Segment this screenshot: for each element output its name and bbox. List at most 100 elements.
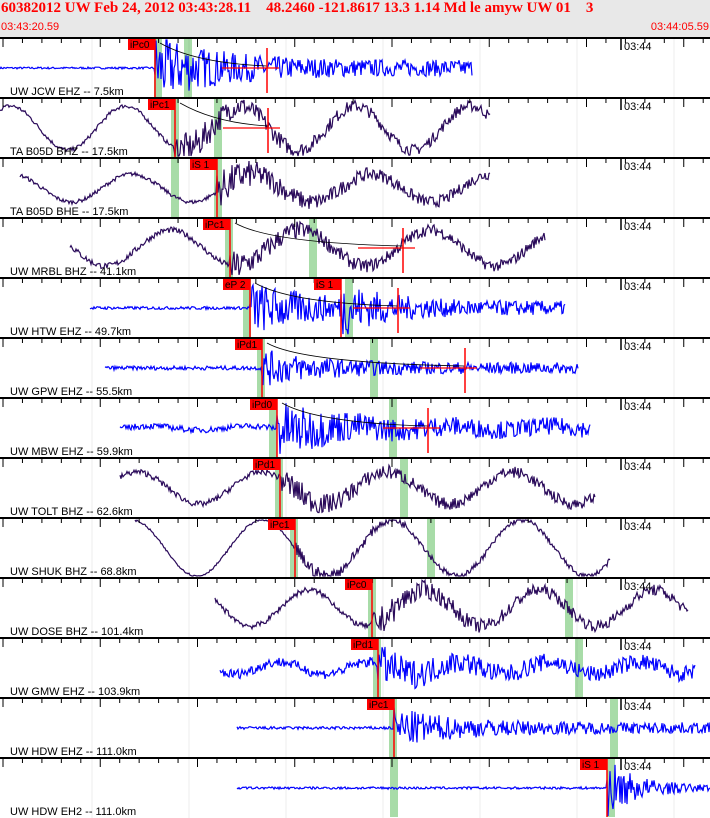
station-label: UW GMW EHZ -- 103.9km — [10, 686, 140, 698]
pick-label-box — [250, 399, 277, 410]
pick-label: iPc0 — [347, 580, 367, 591]
phase-pick[interactable]: iS 1 — [314, 279, 342, 337]
seismogram-plot[interactable]: 03:44 iPc0 UW JCW EHZ -- 7.5km 03:44 iPc1 TA … — [0, 37, 710, 818]
trace-panel[interactable]: 03:44 iPc1 UW HDW EHZ -- 111.0km — [0, 697, 710, 758]
minute-label: 03:44 — [624, 641, 652, 653]
minute-label: 03:44 — [624, 401, 652, 413]
waveform — [19, 160, 491, 209]
minute-label: 03:44 — [624, 701, 652, 713]
pick-window — [243, 278, 251, 337]
pick-label: iS 1 — [316, 280, 334, 291]
waveform — [69, 220, 546, 276]
pick-window — [427, 518, 435, 577]
end-time: 03:44:05.59 — [650, 21, 709, 33]
minute-label: 03:44 — [624, 101, 652, 113]
phase-pick[interactable]: iPd0 — [250, 399, 278, 457]
pick-window — [390, 758, 398, 817]
pick-window — [225, 218, 233, 277]
pick-label-box — [203, 219, 230, 230]
station-label: UW HDW EHZ -- 111.0km — [10, 746, 137, 758]
travel-time-curve — [179, 102, 269, 127]
pick-label-box — [314, 279, 341, 290]
phase-pick[interactable]: iPd1 — [235, 339, 263, 397]
pick-window — [171, 158, 179, 217]
minute-label: 03:44 — [624, 41, 652, 53]
pick-label-box — [223, 279, 250, 290]
pick-label-box — [253, 459, 280, 470]
phase-pick[interactable]: iPd1 — [253, 459, 281, 517]
waveform — [0, 39, 473, 91]
phase-pick[interactable]: iPd1 — [351, 639, 379, 697]
pick-label-box — [190, 159, 217, 170]
phase-pick[interactable]: iPc0 — [345, 579, 373, 637]
phase-pick[interactable]: eP 2 — [223, 279, 251, 337]
waveform — [119, 463, 596, 514]
waveform — [119, 403, 591, 454]
waveform — [219, 646, 696, 690]
trace-panel[interactable]: 03:44 iPc1 TA B05D BHZ -- 17.5km — [0, 97, 710, 158]
waveform — [236, 764, 710, 817]
minute-label: 03:44 — [624, 281, 652, 293]
pick-window — [309, 218, 317, 277]
pick-label-box — [268, 519, 295, 530]
pick-label-box — [235, 339, 262, 350]
pick-label: iS 1 — [582, 760, 600, 771]
minute-label: 03:44 — [624, 161, 652, 173]
trace-panel[interactable]: 03:44 iPd0 UW MBW EHZ -- 59.9km — [0, 397, 710, 458]
event-title: 60382012 UW Feb 24, 2012 03:43:28.11 48.… — [1, 0, 594, 16]
station-label: UW GPW EHZ -- 55.5km — [10, 386, 132, 398]
phase-pick[interactable]: iS 1 — [190, 159, 218, 217]
pick-window — [400, 458, 408, 517]
phase-pick[interactable]: iPc1 — [367, 699, 395, 757]
trace-panel[interactable]: 03:44 iPc1 UW MRBL BHZ -- 41.1km — [0, 217, 710, 278]
phase-pick[interactable]: iS 1 — [580, 759, 608, 817]
travel-time-curve — [266, 342, 466, 367]
station-label: TA B05D BHE -- 17.5km — [10, 206, 128, 218]
trace-panel[interactable]: 03:44 iPd1 UW GPW EHZ -- 55.5km — [0, 337, 710, 398]
pick-label: iPd1 — [353, 640, 373, 651]
pick-label: iPc1 — [150, 100, 170, 111]
trace-panel[interactable]: 03:44 iPd1 UW TOLT BHZ -- 62.6km — [0, 457, 710, 518]
trace-panel[interactable]: 03:44 iS 1 UW HDW EH2 -- 111.0km — [0, 757, 710, 818]
station-label: UW MBW EHZ -- 59.9km — [10, 446, 133, 458]
waveform — [104, 350, 579, 386]
travel-time-curve — [234, 222, 404, 247]
pick-label: iPd0 — [252, 400, 272, 411]
waveform — [134, 517, 611, 579]
waveform — [89, 282, 566, 335]
trace-panel[interactable]: 03:44 iPc1 UW SHUK BHZ -- 68.8km — [0, 517, 710, 579]
minute-label: 03:44 — [624, 521, 652, 533]
trace-panel[interactable]: 03:44 eP 2 iS 1 UW HTW EHZ -- 49.7km — [0, 277, 710, 338]
station-label: UW TOLT BHZ -- 62.6km — [10, 506, 133, 518]
station-label: UW HDW EH2 -- 111.0km — [10, 806, 136, 818]
event-header: 60382012 UW Feb 24, 2012 03:43:28.11 48.… — [0, 0, 710, 37]
travel-time-curve — [254, 282, 399, 307]
trace-panel[interactable]: 03:44 iPc0 UW JCW EHZ -- 7.5km — [0, 37, 710, 98]
pick-label: iPc1 — [369, 700, 389, 711]
trace-panel[interactable]: 03:44 iPd1 UW GMW EHZ -- 103.9km — [0, 637, 710, 698]
pick-label-box — [367, 699, 394, 710]
trace-panel[interactable]: 03:44 iPc0 UW DOSE BHZ -- 101.4km — [0, 577, 710, 638]
pick-label: iPc0 — [130, 40, 150, 51]
phase-pick[interactable]: iPc1 — [148, 99, 176, 157]
start-time: 03:43:20.59 — [1, 21, 60, 33]
pick-label-box — [580, 759, 607, 770]
pick-window — [370, 338, 378, 397]
pick-label: eP 2 — [225, 280, 246, 291]
travel-time-curve — [159, 42, 268, 67]
pick-label-box — [148, 99, 175, 110]
waveform — [214, 578, 689, 634]
phase-pick[interactable]: iPc1 — [268, 519, 296, 577]
minute-label: 03:44 — [624, 761, 652, 773]
phase-pick[interactable]: iPc0 — [128, 39, 156, 97]
pick-label: iPd1 — [237, 340, 257, 351]
pick-window — [275, 458, 283, 517]
pick-label: iPc1 — [205, 220, 225, 231]
minute-label: 03:44 — [624, 221, 652, 233]
station-label: UW DOSE BHZ -- 101.4km — [10, 626, 143, 638]
trace-panel[interactable]: 03:44 iS 1 TA B05D BHE -- 17.5km — [0, 157, 710, 218]
phase-pick[interactable]: iPc1 — [203, 219, 231, 277]
station-label: UW SHUK BHZ -- 68.8km — [10, 566, 137, 578]
pick-label-box — [345, 579, 372, 590]
pick-label: iPd1 — [255, 460, 275, 471]
